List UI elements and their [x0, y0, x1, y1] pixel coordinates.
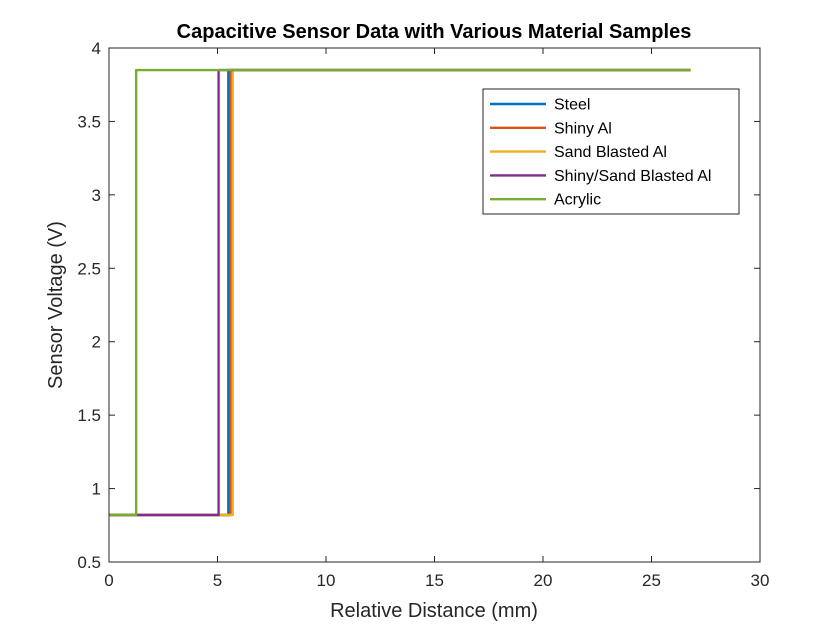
x-axis-label: Relative Distance (mm): [330, 600, 538, 622]
x-tick-label: 10: [317, 571, 336, 590]
series-layer: [109, 68, 691, 517]
y-axis-label: Sensor Voltage (V): [45, 221, 67, 389]
y-tick-label: 0.5: [77, 553, 101, 572]
series-line-acrylic: [109, 68, 691, 517]
x-tick-label: 30: [751, 571, 770, 590]
x-tick-label: 15: [425, 571, 444, 590]
x-tick-label: 0: [104, 571, 113, 590]
y-tick-label: 4: [92, 39, 101, 58]
legend-label: Steel: [554, 97, 590, 114]
y-tick-label: 2.5: [77, 259, 101, 278]
chart-title: Capacitive Sensor Data with Various Mate…: [177, 21, 692, 43]
legend-label: Sand Blasted Al: [554, 144, 667, 161]
legend-label: Acrylic: [554, 192, 601, 209]
y-tick-label: 2: [92, 333, 101, 352]
x-tick-label: 25: [642, 571, 661, 590]
y-tick-label: 1.5: [77, 406, 101, 425]
y-tick-label: 3.5: [77, 112, 101, 131]
y-tick-label: 1: [92, 480, 101, 499]
legend-label: Shiny/Sand Blasted Al: [554, 168, 711, 185]
y-tick-label: 3: [92, 186, 101, 205]
x-tick-label: 20: [534, 571, 553, 590]
x-axis-ticks: 0 5 10 15 20 25 30: [104, 48, 769, 590]
legend: Steel Shiny Al Sand Blasted Al Shiny/Sand B…: [482, 88, 740, 215]
legend-items: Steel Shiny Al Sand Blasted Al Shiny/Sand B…: [490, 97, 711, 209]
y-axis-ticks: 0.5 1 1.5 2 2.5 3 3.5 4: [77, 39, 760, 572]
x-tick-label: 5: [213, 571, 222, 590]
legend-label: Shiny Al: [554, 120, 612, 137]
